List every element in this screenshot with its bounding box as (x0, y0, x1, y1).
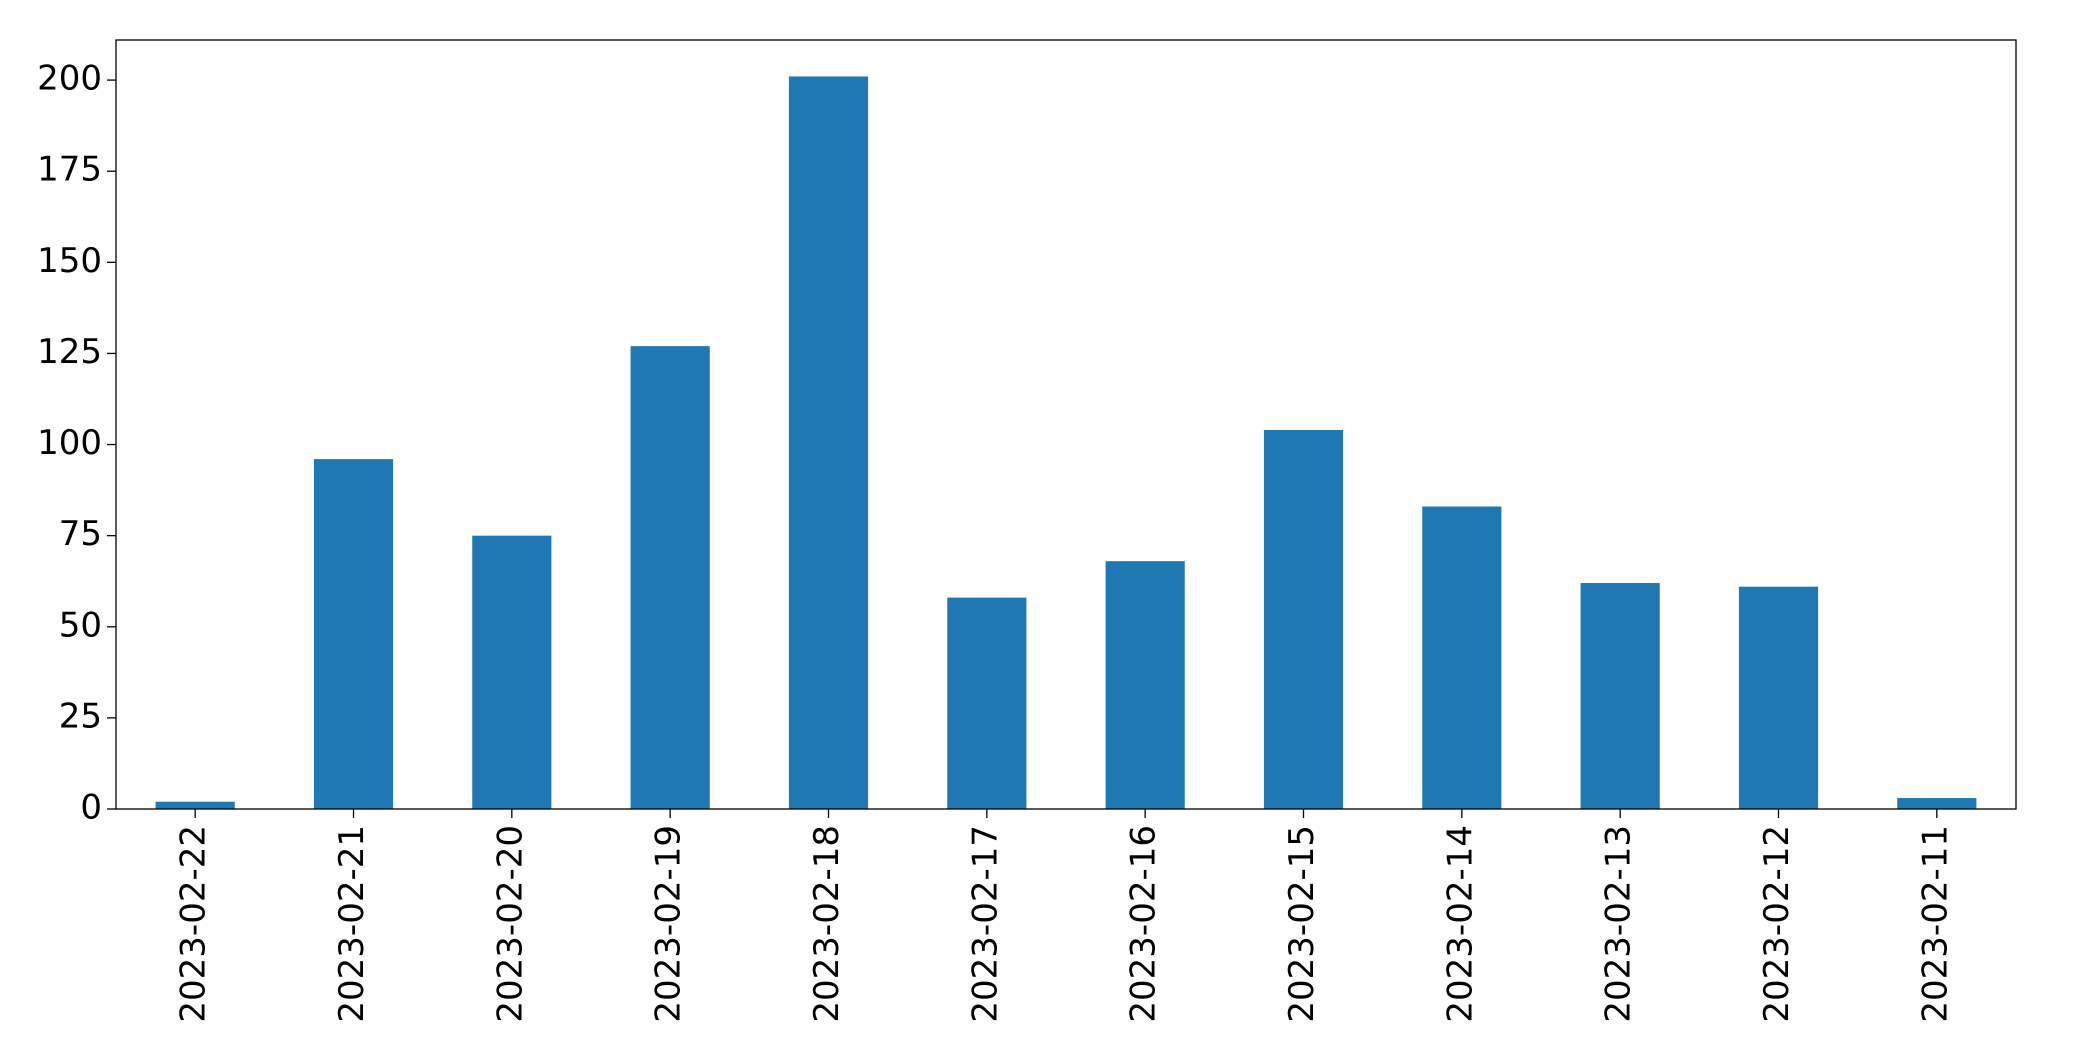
x-tick-label: 2023-02-15 (1282, 825, 1322, 1023)
y-tick-label: 50 (59, 605, 102, 645)
x-tick-label: 2023-02-16 (1124, 825, 1164, 1023)
bar (1897, 798, 1977, 809)
bar (1580, 583, 1660, 809)
bar (313, 459, 394, 809)
y-tick-label: 0 (80, 788, 102, 828)
bar (1738, 586, 1819, 809)
x-tick-label: 2023-02-14 (1440, 825, 1480, 1023)
bar (1422, 506, 1502, 809)
bar (947, 597, 1027, 809)
plot-frame (115, 39, 2017, 810)
x-tick-label: 2023-02-12 (1757, 825, 1797, 1023)
y-tick-label: 100 (37, 423, 102, 463)
y-tick-label: 125 (37, 332, 102, 372)
bar (155, 801, 235, 809)
bar (472, 535, 552, 809)
x-tick-label: 2023-02-13 (1599, 825, 1639, 1023)
bar (1263, 429, 1344, 809)
x-tick-label: 2023-02-17 (965, 825, 1005, 1023)
bar (1105, 561, 1185, 809)
x-tick-label: 2023-02-18 (807, 825, 847, 1023)
y-tick-label: 200 (37, 59, 102, 99)
x-tick-label: 2023-02-22 (174, 825, 214, 1023)
x-tick-label: 2023-02-21 (332, 825, 372, 1023)
bar (630, 346, 710, 809)
y-tick-label: 75 (59, 514, 102, 554)
x-tick-label: 2023-02-11 (1915, 825, 1955, 1023)
y-tick-label: 150 (37, 241, 102, 281)
x-tick-label: 2023-02-19 (649, 825, 689, 1023)
x-tick-label: 2023-02-20 (490, 825, 530, 1023)
y-tick-label: 25 (59, 696, 102, 736)
bar (788, 76, 869, 809)
y-tick-label: 175 (37, 150, 102, 190)
